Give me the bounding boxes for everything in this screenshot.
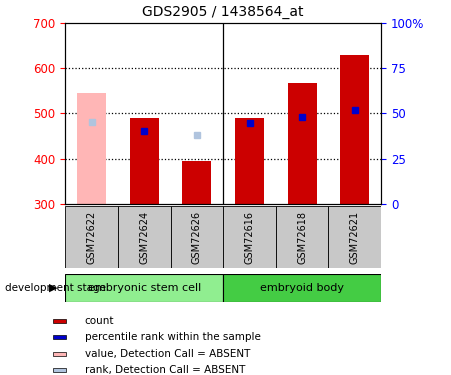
Text: GSM72626: GSM72626 [192,211,202,264]
Bar [328,206,381,268]
Bar [118,206,170,268]
Bar [53,319,66,323]
Text: GSM72624: GSM72624 [139,211,149,264]
Bar [130,118,159,204]
Bar [341,55,369,204]
Bar [223,274,381,302]
Text: count: count [85,316,114,326]
Bar [183,161,212,204]
Bar [288,82,317,204]
Text: GSM72622: GSM72622 [87,211,97,264]
Bar [65,274,223,302]
Bar [53,352,66,356]
Text: rank, Detection Call = ABSENT: rank, Detection Call = ABSENT [85,365,245,375]
Text: development stage: development stage [5,283,106,293]
Text: embryonic stem cell: embryonic stem cell [87,283,201,293]
Bar [276,206,328,268]
Text: GSM72618: GSM72618 [297,211,307,264]
Bar [223,206,276,268]
Text: value, Detection Call = ABSENT: value, Detection Call = ABSENT [85,349,250,358]
Text: percentile rank within the sample: percentile rank within the sample [85,332,261,342]
Text: GSM72621: GSM72621 [350,211,360,264]
Bar [170,206,223,268]
Bar [65,206,118,268]
Text: embryoid body: embryoid body [260,283,344,293]
Bar [53,335,66,339]
Title: GDS2905 / 1438564_at: GDS2905 / 1438564_at [143,5,304,19]
Text: ▶: ▶ [49,283,58,293]
Bar [53,368,66,372]
Bar [77,93,106,204]
Text: GSM72616: GSM72616 [244,211,254,264]
Bar [235,118,264,204]
